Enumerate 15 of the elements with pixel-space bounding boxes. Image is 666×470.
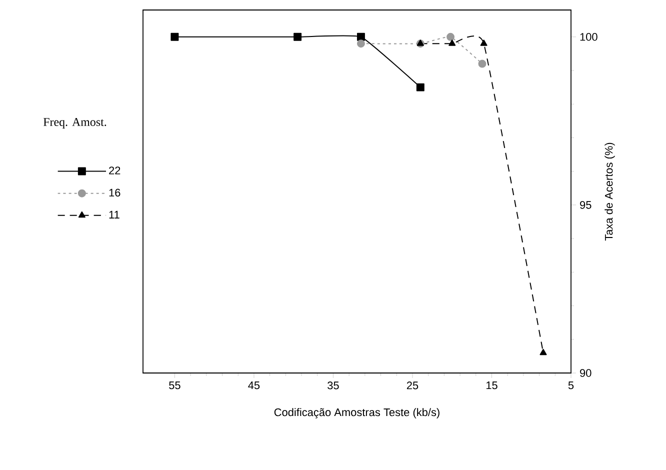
y-tick-label: 95 [580,201,592,209]
x-axis-title: Codificação Amostras Teste (kb/s) [274,408,440,418]
x-tick-label: 15 [486,382,498,390]
y-tick-label: 100 [580,33,598,41]
y-tick-label: 90 [580,369,592,377]
x-tick-label: 25 [406,382,418,390]
legend-label: 22 [109,166,120,174]
y-axis-title: Taxa de Acertos (%) [604,142,615,241]
legend-label: 16 [109,188,120,197]
x-tick-label: 55 [169,382,180,390]
legend-title: Freq. Amost. [43,118,106,128]
x-tick-label: 35 [328,382,339,390]
x-tick-label: 45 [248,382,260,390]
x-tick-label: 5 [568,382,574,390]
legend-label: 11 [109,210,120,218]
